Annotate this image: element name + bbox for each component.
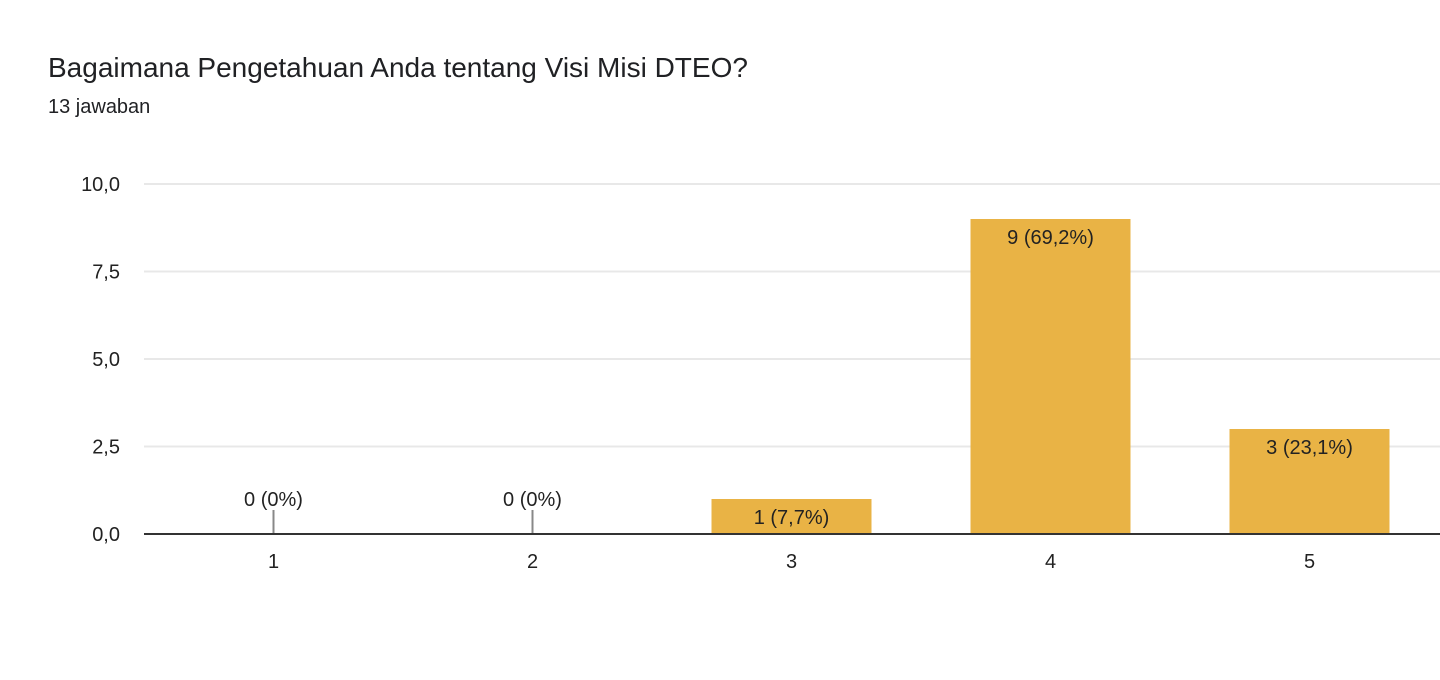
data-label: 3 (23,1%) (1266, 437, 1353, 459)
x-tick-label: 5 (1304, 551, 1315, 573)
y-tick-label: 0,0 (92, 524, 120, 546)
chart-title: Bagaimana Pengetahuan Anda tentang Visi … (48, 52, 748, 83)
data-label: 9 (69,2%) (1007, 227, 1094, 249)
data-label: 0 (0%) (503, 489, 562, 511)
x-tick-label: 4 (1045, 551, 1056, 573)
y-tick-label: 2,5 (92, 437, 120, 459)
data-label: 1 (7,7%) (754, 507, 830, 529)
bar (1229, 429, 1390, 534)
bar (711, 499, 872, 534)
bar (970, 219, 1131, 534)
x-tick-label: 1 (268, 551, 279, 573)
x-tick-label: 2 (527, 551, 538, 573)
response-count: 13 jawaban (48, 96, 151, 118)
y-tick-label: 7,5 (92, 262, 120, 284)
y-tick-label: 10,0 (81, 174, 120, 196)
data-label: 0 (0%) (244, 489, 303, 511)
chart-header: Bagaimana Pengetahuan Anda tentang Visi … (48, 50, 748, 120)
x-tick-label: 3 (786, 551, 797, 573)
y-tick-label: 5,0 (92, 349, 120, 371)
